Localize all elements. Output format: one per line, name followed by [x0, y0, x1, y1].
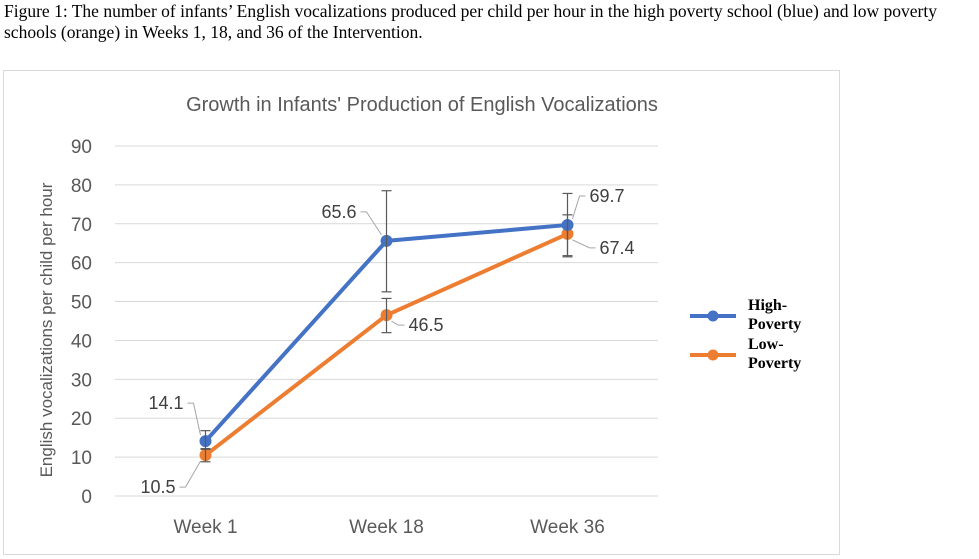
x-tick-label: Week 18	[349, 517, 424, 538]
error-bar	[381, 297, 392, 334]
x-tick-labels: Week 1 Week 18 Week 36	[173, 517, 604, 538]
data-labels: 14.1 65.6 69.7 10.5 46.5 67.4	[140, 186, 634, 497]
y-axis-label: English vocalizations per child per hour	[37, 182, 56, 477]
data-label: 67.4	[572, 238, 635, 258]
legend-entry: High-Poverty	[690, 297, 801, 333]
data-label: 65.6	[321, 202, 382, 236]
figure-caption: Figure 1: The number of infants’ English…	[4, 1, 937, 42]
data-label: 69.7	[572, 186, 625, 220]
error-bar	[381, 190, 392, 293]
legend-label: High-Poverty	[748, 297, 801, 333]
data-label-text: 14.1	[148, 393, 183, 413]
data-label-text: 10.5	[140, 477, 175, 497]
y-tick-label: 80	[71, 176, 92, 197]
y-tick-labels: 0 10 20 30 40 50 60 70 80 90	[71, 137, 92, 508]
y-tick-label: 20	[71, 409, 92, 430]
data-label-text: 46.5	[409, 315, 444, 335]
x-tick-label: Week 1	[173, 517, 237, 538]
data-label: 10.5	[140, 460, 201, 497]
y-tick-label: 60	[71, 254, 92, 275]
data-label-text: 69.7	[590, 186, 625, 206]
y-tick-label: 40	[71, 331, 92, 352]
y-tick-label: 30	[71, 370, 92, 391]
y-tick-label: 70	[71, 215, 92, 236]
data-label-text: 67.4	[600, 238, 635, 258]
y-tick-label: 10	[71, 448, 92, 469]
legend-entry: Low-Poverty	[690, 336, 801, 372]
gridlines	[115, 145, 658, 497]
chart-frame	[3, 70, 840, 555]
data-label: 46.5	[391, 315, 444, 335]
error-bar	[200, 447, 211, 463]
y-tick-label: 90	[71, 137, 92, 158]
error-bar	[562, 214, 573, 257]
error-bars	[200, 190, 573, 463]
legend-label: Low-Poverty	[748, 336, 801, 372]
data-label: 14.1	[148, 393, 201, 436]
y-tick-label: 50	[71, 293, 92, 314]
chart-title: Growth in Infants' Production of English…	[186, 94, 658, 116]
y-tick-label: 0	[81, 487, 92, 508]
legend-marker	[707, 310, 719, 322]
legend-marker	[707, 349, 719, 361]
data-label-text: 65.6	[321, 202, 356, 222]
x-tick-label: Week 36	[530, 517, 605, 538]
